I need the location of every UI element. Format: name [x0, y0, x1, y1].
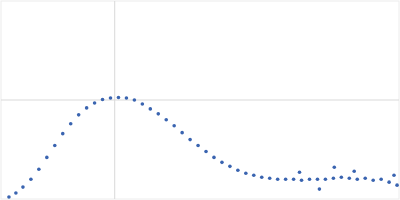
point [352, 169, 356, 173]
plot-area [1, 1, 399, 199]
chart [0, 0, 400, 200]
point [348, 176, 352, 180]
point [220, 161, 224, 165]
point [14, 191, 18, 195]
point [298, 170, 302, 174]
point [332, 166, 336, 170]
point [125, 96, 129, 100]
point [196, 144, 200, 148]
point [284, 177, 288, 181]
point [156, 112, 160, 116]
point [308, 177, 312, 181]
point [21, 185, 25, 189]
point [252, 173, 256, 177]
point [133, 98, 137, 102]
point [204, 150, 208, 154]
point [371, 178, 375, 182]
point [340, 175, 344, 179]
plot-frame [1, 1, 399, 199]
point [77, 113, 81, 117]
point [141, 102, 145, 106]
point [117, 96, 121, 100]
point [318, 187, 322, 191]
point [93, 101, 97, 105]
grid-line-y [1, 100, 399, 101]
point [355, 177, 359, 181]
point [180, 131, 184, 135]
point [109, 96, 113, 100]
point [228, 165, 232, 169]
point [300, 178, 304, 182]
point [236, 168, 240, 172]
point [172, 124, 176, 128]
point [392, 173, 396, 177]
point [101, 98, 105, 102]
point [363, 176, 367, 180]
point [188, 138, 192, 142]
point [85, 106, 89, 110]
point [29, 177, 33, 181]
point [395, 183, 399, 187]
point [53, 144, 57, 148]
point [164, 118, 168, 122]
point [379, 177, 383, 181]
point [37, 168, 41, 172]
point [61, 132, 65, 136]
point [292, 177, 296, 181]
point [45, 156, 49, 160]
point [212, 156, 216, 160]
point [7, 195, 11, 199]
point [149, 107, 153, 111]
point [69, 122, 73, 126]
point [316, 177, 320, 181]
point [260, 175, 264, 179]
point [332, 176, 336, 180]
points [7, 96, 399, 199]
point [268, 176, 272, 180]
point [324, 177, 328, 181]
point [244, 171, 248, 175]
point [387, 180, 391, 184]
point [276, 177, 280, 181]
